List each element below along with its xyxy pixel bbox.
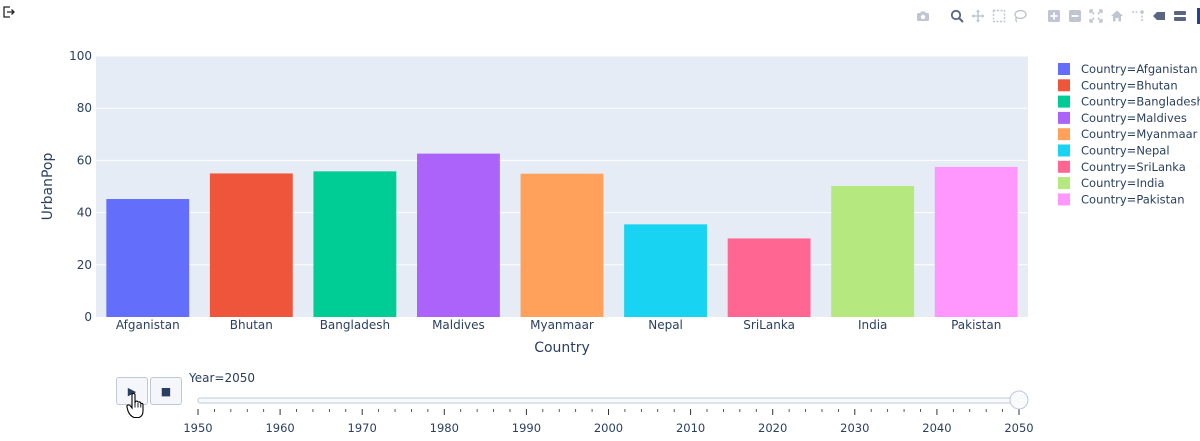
x-tick-label: Nepal [648,318,683,332]
bar-myanmaar [520,173,604,317]
bar-india [831,185,915,317]
x-tick-label: Maldives [432,318,485,332]
slider-tick-label: 2030 [840,421,869,435]
play-icon: ▶ [127,384,137,398]
legend-item: Country=Maldives [1081,111,1187,125]
stop-button[interactable]: ■ [150,377,182,405]
camera-icon[interactable] [915,8,931,24]
legend-swatch [1058,177,1070,190]
slider-tick-label: 1990 [512,421,541,435]
slider-tick-label: 1970 [348,421,377,435]
play-button[interactable]: ▶ [116,377,148,405]
slider-tick-label: 1950 [183,421,212,435]
y-tick-label: 60 [77,153,92,167]
legend-item: Country=India [1081,176,1165,190]
legend-swatch [1058,79,1070,92]
slider-tick-label: 2010 [676,421,705,435]
autoscale-icon[interactable] [1088,8,1104,24]
y-tick-label: 40 [77,206,92,220]
zoom-out-icon[interactable] [1067,8,1083,24]
hover-compare-icon[interactable] [1172,8,1188,24]
zoom-icon[interactable] [949,8,965,24]
bar-bangladesh [313,171,397,317]
slider-tick-label: 1960 [265,421,294,435]
x-tick-label: India [858,318,887,332]
box-select-icon[interactable] [991,8,1007,24]
legend-item: Country=Pakistan [1081,192,1184,206]
x-axis-title: Country [534,340,590,356]
stop-icon: ■ [160,384,172,398]
slider-tick-label: 2050 [1004,421,1033,435]
x-tick-label: SriLanka [743,318,795,332]
legend-item: Country=SriLanka [1081,160,1186,174]
legend-item: Country=Myanmaar [1081,127,1198,141]
pan-icon[interactable] [970,8,986,24]
y-tick-label: 80 [77,101,92,115]
bar-pakistan [934,166,1018,317]
legend-swatch [1058,95,1070,108]
y-tick-label: 20 [77,258,92,272]
y-tick-label: 0 [84,310,92,324]
legend-item: Country=Bhutan [1081,78,1178,92]
slider-rail [197,397,1026,404]
slider-tick-label: 2020 [758,421,787,435]
slider-tick-label: 2040 [922,421,951,435]
bar-afganistan [106,199,190,317]
y-tick-label: 100 [69,49,92,63]
legend-swatch [1058,193,1070,206]
x-tick-label: Afganistan [116,318,180,332]
legend-swatch [1058,111,1070,124]
x-tick-label: Bangladesh [320,318,390,332]
modebar [915,6,1200,26]
legend-item: Country=Bangladesh [1081,95,1200,109]
zoom-in-icon[interactable] [1046,8,1062,24]
exit-icon[interactable] [2,5,16,19]
legend-swatch [1058,63,1070,75]
legend-swatch [1058,128,1070,141]
legend-item: Country=Afganistan [1081,62,1198,76]
modebar-logo [1197,8,1200,24]
x-tick-label: Myanmaar [530,318,594,332]
bar-bhutan [209,173,293,317]
spike-lines-icon[interactable] [1130,8,1146,24]
y-axis-title: UrbanPop [40,153,56,221]
bar-nepal [624,224,707,317]
lasso-icon[interactable] [1012,8,1028,24]
hover-closest-icon[interactable] [1151,8,1167,24]
slider-tick-label: 2000 [594,421,623,435]
x-tick-label: Bhutan [230,318,273,332]
legend-swatch [1058,144,1070,157]
legend-item: Country=Nepal [1081,144,1170,158]
bar-maldives [417,153,500,317]
bar-srilanka [727,238,811,317]
x-tick-label: Pakistan [951,318,1001,332]
slider-tick-label: 1980 [430,421,459,435]
slider-handle[interactable] [1009,390,1029,410]
legend-swatch [1058,160,1070,173]
slider-current-value: Year=2050 [189,371,255,385]
reset-axes-icon[interactable] [1109,8,1125,24]
